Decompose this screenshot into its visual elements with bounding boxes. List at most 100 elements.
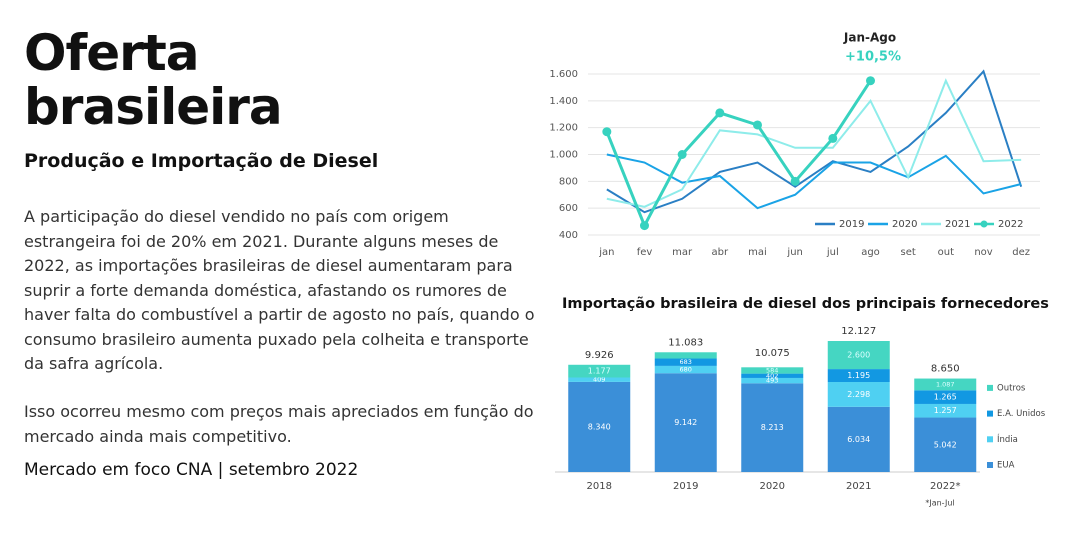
line bbox=[606, 78, 1022, 208]
legend-label: E.A. Unidos bbox=[997, 409, 1046, 419]
x-tick-label: jan bbox=[598, 247, 614, 258]
legend-marker bbox=[980, 220, 988, 228]
bar-segment bbox=[914, 378, 977, 391]
bar-segment bbox=[827, 381, 890, 407]
line bbox=[606, 153, 1022, 210]
legend-swatch bbox=[987, 462, 993, 468]
value-label: 6.034 bbox=[847, 435, 870, 444]
bar-segment bbox=[654, 373, 717, 472]
line bbox=[605, 79, 872, 230]
value-label: 493 bbox=[766, 377, 778, 385]
bar-segment bbox=[568, 377, 631, 382]
x-tick-label: mai bbox=[748, 247, 767, 258]
y-tick-label: 1.200 bbox=[549, 123, 578, 134]
marker bbox=[602, 127, 612, 137]
bar-segment bbox=[654, 358, 717, 366]
x-tick-label: nov bbox=[974, 247, 992, 258]
bar-segment bbox=[568, 381, 631, 472]
x-tick-label: 2021 bbox=[846, 481, 871, 492]
total-label: 10.075 bbox=[755, 348, 790, 359]
total-label: 9.926 bbox=[585, 350, 614, 361]
legend-label: 2021 bbox=[945, 219, 970, 230]
marker bbox=[677, 150, 687, 159]
bar-segment bbox=[827, 341, 890, 370]
value-label: 409 bbox=[593, 376, 605, 384]
bar-segment bbox=[741, 377, 804, 384]
paragraph: Isso ocorreu mesmo com preços mais aprec… bbox=[24, 402, 534, 446]
title: Oferta brasileira bbox=[24, 24, 283, 136]
annotation: Jan-Ago bbox=[843, 31, 896, 45]
x-tick-label: jul bbox=[826, 247, 839, 258]
value-label: 1.195 bbox=[847, 371, 870, 380]
value-label: 1.087 bbox=[936, 380, 955, 388]
x-tick-label: ago bbox=[861, 247, 880, 258]
marker bbox=[640, 221, 649, 231]
marker bbox=[828, 133, 838, 143]
bar-segment bbox=[741, 367, 804, 374]
note: *Jan-Jul bbox=[925, 499, 954, 508]
x-tick-label: 2019 bbox=[673, 481, 698, 492]
value-label: 584 bbox=[766, 366, 778, 374]
line bbox=[606, 69, 1023, 214]
value-label: 402 bbox=[766, 372, 778, 380]
legend-swatch bbox=[987, 384, 993, 391]
legend-label: 2022 bbox=[998, 219, 1023, 230]
legend-swatch bbox=[987, 410, 993, 417]
total-label: 12.127 bbox=[841, 326, 876, 337]
y-tick-label: 1.400 bbox=[549, 96, 578, 107]
value-label: 2.298 bbox=[847, 390, 870, 399]
value-label: 1.265 bbox=[934, 393, 957, 402]
marker bbox=[715, 108, 725, 118]
bar-segment bbox=[654, 352, 717, 359]
legend-label: 2020 bbox=[892, 219, 917, 230]
x-tick-label: set bbox=[901, 247, 916, 258]
x-tick-label: fev bbox=[637, 247, 653, 258]
value-label: 680 bbox=[680, 366, 692, 374]
x-tick-label: abr bbox=[712, 247, 729, 258]
bar-segment bbox=[568, 364, 631, 378]
marker bbox=[790, 176, 800, 186]
x-tick-label: dez bbox=[1012, 247, 1030, 258]
y-tick-label: 1.000 bbox=[549, 150, 578, 161]
marker bbox=[866, 76, 875, 86]
value-label: 8.213 bbox=[761, 423, 784, 432]
bar-segment bbox=[741, 383, 804, 472]
legend-label: Índia bbox=[997, 433, 1018, 445]
bar-segment bbox=[827, 406, 890, 472]
bar-segment bbox=[914, 417, 977, 472]
x-tick-label: jun bbox=[786, 247, 802, 258]
legend-label: EUA bbox=[997, 461, 1015, 471]
y-tick-label: 1.600 bbox=[549, 69, 578, 80]
x-tick-label: mar bbox=[672, 247, 693, 258]
legend-label: Outros bbox=[997, 383, 1026, 393]
x-tick-label: out bbox=[938, 247, 954, 258]
chart-title: Importação brasileira de diesel dos prin… bbox=[562, 296, 1049, 312]
total-label: 11.083 bbox=[668, 337, 703, 348]
source: Mercado em foco CNA | setembro 2022 bbox=[24, 460, 359, 480]
value-label: 8.340 bbox=[588, 422, 611, 431]
bar-segment bbox=[914, 403, 977, 418]
bar-segment bbox=[914, 390, 977, 404]
value-label: 1.177 bbox=[588, 367, 611, 376]
subtitle: Produção e Importação de Diesel bbox=[24, 150, 379, 172]
value-label: 2.600 bbox=[847, 351, 870, 360]
y-tick-label: 800 bbox=[559, 176, 578, 187]
marker bbox=[753, 120, 762, 130]
value-label: 683 bbox=[680, 358, 692, 366]
annotation-value: +10,5% bbox=[845, 50, 901, 65]
legend-label: 2019 bbox=[839, 219, 864, 230]
x-tick-label: 2022* bbox=[930, 481, 960, 492]
y-tick-label: 600 bbox=[559, 203, 578, 214]
value-label: 1.257 bbox=[934, 406, 957, 415]
bar-segment bbox=[741, 373, 804, 378]
value-label: 9.142 bbox=[674, 418, 697, 427]
legend-swatch bbox=[987, 436, 993, 443]
value-label: 5.042 bbox=[934, 440, 957, 449]
x-tick-label: 2018 bbox=[587, 481, 612, 492]
total-label: 8.650 bbox=[931, 364, 960, 375]
bar-segment bbox=[654, 365, 717, 374]
x-tick-label: 2020 bbox=[760, 481, 785, 492]
bar-segment bbox=[827, 369, 890, 382]
